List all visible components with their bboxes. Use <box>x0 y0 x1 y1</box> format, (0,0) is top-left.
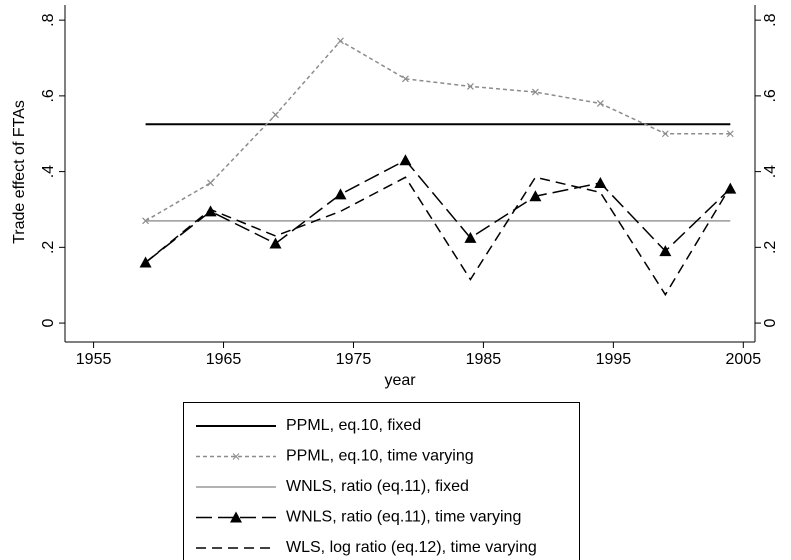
marker <box>726 130 734 138</box>
marker <box>531 88 539 96</box>
y-tick-label: .6 <box>40 89 57 102</box>
marker <box>334 188 347 200</box>
legend-marker <box>232 453 240 460</box>
y-tick-label: .8 <box>40 13 57 26</box>
marker <box>596 100 604 107</box>
marker <box>661 130 669 138</box>
y-tick-label: 0 <box>40 319 57 328</box>
marker <box>594 176 607 188</box>
series-line <box>145 159 731 264</box>
series-line <box>145 176 731 297</box>
y2-tick-label: .4 <box>762 165 779 178</box>
legend-marker <box>230 511 242 523</box>
legend-label: WNLS, ratio (eq.11), time varying <box>286 509 521 526</box>
y2-tick-label: .8 <box>762 13 779 26</box>
marker <box>402 75 409 83</box>
x-tick-label: 1955 <box>76 351 112 368</box>
legend-label: PPML, eq.10, fixed <box>286 417 421 434</box>
marker <box>659 245 672 257</box>
series-line <box>145 40 731 222</box>
x-tick-label: 2005 <box>726 351 762 368</box>
marker <box>207 179 214 187</box>
marker <box>204 205 217 217</box>
x-tick-label: 1965 <box>206 351 242 368</box>
x-tick-label: 1995 <box>596 351 632 368</box>
x-axis-title: year <box>384 372 416 389</box>
marker <box>269 237 282 249</box>
y-axis-title: Trade effect of FTAs <box>11 100 28 244</box>
x-tick-label: 1975 <box>336 351 372 368</box>
y-tick-label: .2 <box>40 241 57 254</box>
legend-label: PPML, eq.10, time varying <box>286 448 474 465</box>
marker <box>399 154 412 166</box>
legend-label: WNLS, ratio (eq.11), fixed <box>286 478 469 495</box>
y2-tick-label: .2 <box>762 241 779 254</box>
x-tick-label: 1985 <box>466 351 502 368</box>
legend-box <box>183 402 580 560</box>
y-tick-label: .4 <box>40 165 57 178</box>
legend-label: WLS, log ratio (eq.12), time varying <box>286 539 537 556</box>
marker <box>466 82 474 90</box>
marker <box>337 37 344 45</box>
y2-tick-label: 0 <box>762 319 779 328</box>
marker <box>272 111 279 119</box>
y2-tick-label: .6 <box>762 89 779 102</box>
marker <box>529 190 542 202</box>
marker <box>464 231 477 243</box>
